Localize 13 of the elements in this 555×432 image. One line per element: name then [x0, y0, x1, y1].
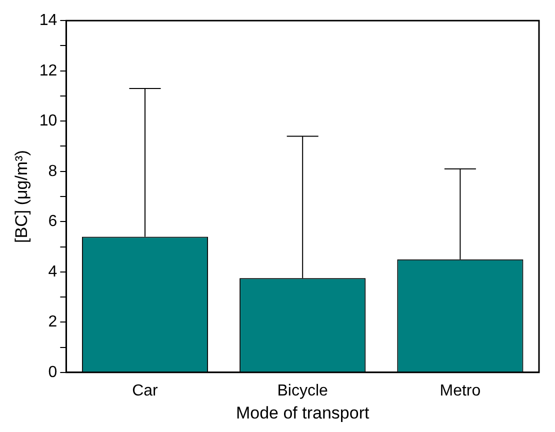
y-tick-label: 8 — [48, 162, 58, 180]
x-tick-label: Car — [132, 382, 159, 400]
x-tick-label: Bicycle — [277, 382, 328, 400]
y-tick-label: 12 — [39, 62, 58, 80]
y-tick-label: 14 — [39, 12, 58, 30]
y-axis-title: [BC] (μg/m³) — [12, 150, 31, 243]
y-tick-label: 2 — [48, 314, 58, 331]
y-tick-label: 0 — [48, 364, 58, 381]
x-tick-label: Metro — [440, 382, 481, 400]
y-tick-label: 6 — [48, 213, 58, 230]
y-tick-label: 4 — [48, 263, 58, 280]
y-tick-label: 10 — [39, 112, 58, 130]
x-axis-title: Mode of transport — [236, 403, 370, 422]
